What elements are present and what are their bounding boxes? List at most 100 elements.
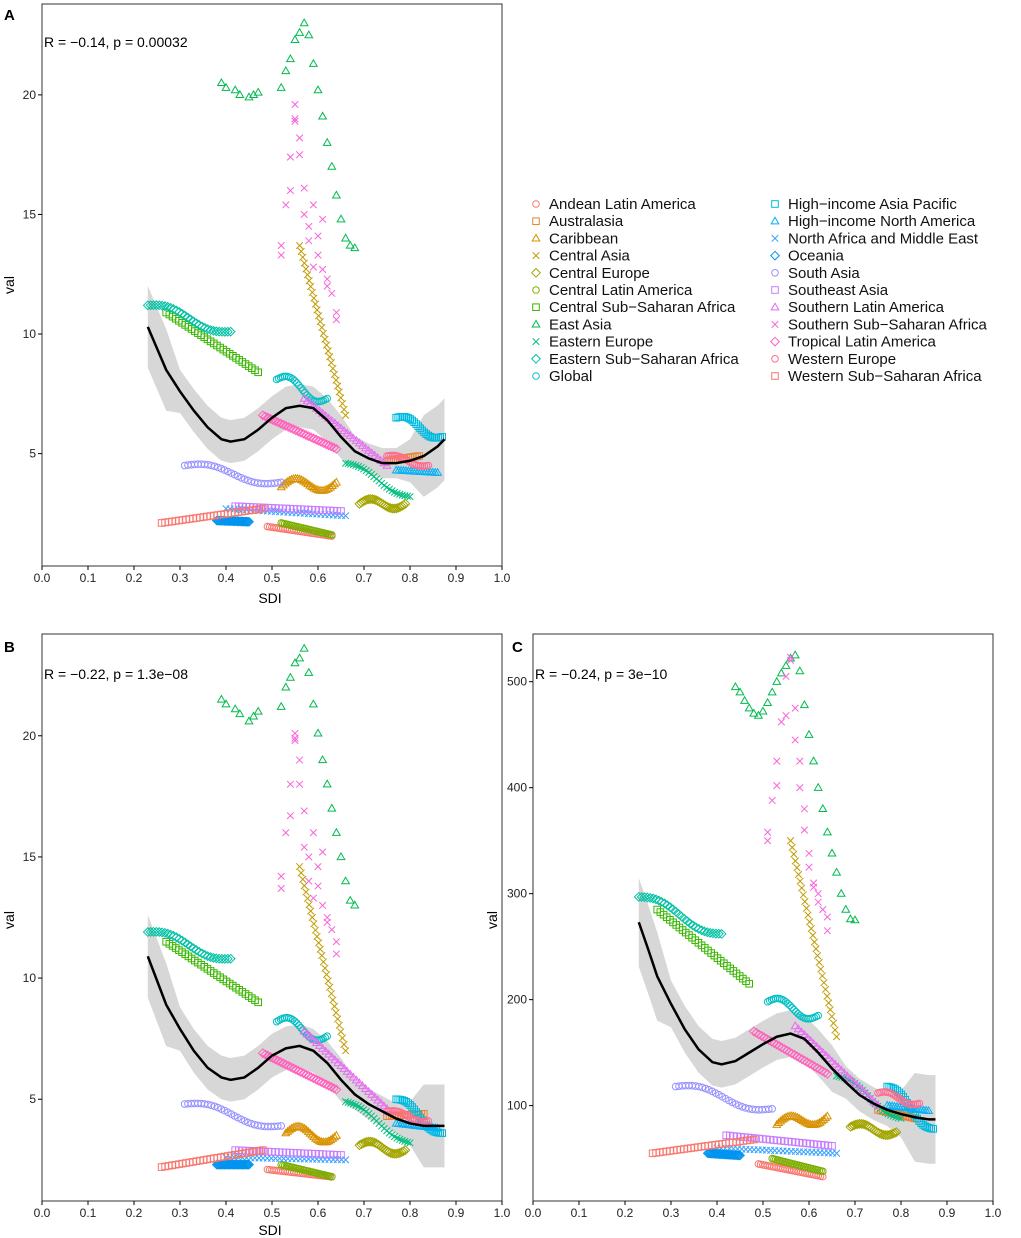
panel-a-point	[389, 503, 400, 514]
panel-c-point	[814, 1011, 823, 1020]
panel-b-point	[367, 1089, 377, 1098]
legend-item-western-sub-saharan-africa: Western Sub−Saharan Africa	[771, 368, 982, 385]
legend-label: Oceania	[788, 248, 845, 265]
panel-b-point	[329, 996, 337, 1004]
panel-c-point	[805, 918, 814, 926]
panel-a-point	[314, 312, 323, 320]
panel-c-point	[790, 1111, 801, 1121]
panel-a-point	[291, 377, 299, 385]
panel-a-point	[240, 475, 249, 484]
panel-c-point	[791, 704, 799, 712]
panel-a-xtick-label: 0.6	[310, 571, 327, 585]
panel-c-point	[845, 1121, 856, 1132]
panel-b-point	[204, 1100, 212, 1109]
panel-a-point	[286, 153, 295, 161]
panel-b-point	[340, 1040, 348, 1049]
panel-c-ylabel: val	[484, 911, 500, 929]
panel-c-point	[738, 1103, 747, 1111]
panel-a-point	[414, 422, 422, 431]
panel-b-point	[286, 780, 295, 788]
panel-c-point	[813, 782, 823, 791]
panel-a-point	[393, 489, 401, 498]
panel-a-point	[221, 82, 231, 91]
panel-a-point	[294, 474, 305, 483]
panel-b-point	[326, 1082, 337, 1093]
panel-b-point	[412, 1108, 420, 1116]
panel-a-point	[288, 375, 297, 383]
panel-c-point	[731, 1150, 742, 1161]
panel-c-point	[895, 1095, 904, 1103]
panel-c-point	[798, 884, 806, 892]
panel-c-point	[698, 1083, 707, 1092]
panel-b-point	[340, 876, 351, 885]
panel-c-point	[768, 796, 776, 805]
panel-a-point	[305, 480, 315, 489]
panel-b-point	[283, 1060, 294, 1071]
panel-b-point	[159, 927, 170, 938]
panel-a-point	[244, 516, 254, 527]
panel-a-point	[326, 441, 337, 452]
panel-b-point	[307, 907, 315, 915]
panel-a-point	[290, 425, 301, 436]
panel-b-point	[275, 1056, 286, 1067]
panel-c-point	[804, 1058, 815, 1069]
panel-a-series-caribbean	[276, 473, 342, 494]
panel-c-point	[805, 849, 813, 858]
panel-c-point	[814, 890, 822, 898]
panel-b-point	[349, 1100, 357, 1108]
panel-b-point	[314, 862, 322, 871]
panel-b-point	[308, 913, 316, 922]
panel-b-point	[356, 1139, 367, 1150]
panel-c-point	[788, 1003, 796, 1012]
panel-a-point	[202, 324, 213, 335]
panel-b-point	[300, 807, 308, 815]
panel-a-point	[244, 476, 252, 485]
panel-b-point	[309, 1132, 319, 1141]
panel-b-point	[321, 1046, 331, 1055]
panel-b-point	[317, 1043, 328, 1052]
panel-b-point	[309, 829, 318, 837]
panel-c-point	[805, 863, 813, 871]
panel-b-point	[401, 1137, 409, 1145]
panel-a-point	[321, 335, 329, 343]
panel-a-point	[300, 184, 308, 192]
panel-a-point	[396, 501, 407, 512]
legend-key-diamond	[770, 336, 780, 347]
panel-c-point	[861, 1088, 871, 1097]
panel-c-point	[823, 913, 832, 921]
legend-key-circle	[532, 372, 540, 380]
panel-c-point	[762, 697, 773, 707]
panel-c-point	[773, 757, 781, 765]
panel-c-point	[827, 1056, 837, 1065]
panel-a-point	[275, 418, 286, 429]
panel-a-point	[370, 450, 380, 459]
panel-a-point	[222, 326, 233, 337]
panel-b-point	[338, 1034, 347, 1042]
panel-c-series-central-sub-saharan-africa	[653, 905, 754, 988]
panel-a-point	[216, 77, 227, 87]
panel-b-point	[305, 1032, 315, 1041]
panel-c-series-southern-latin-america	[790, 1021, 883, 1109]
panel-a-point	[340, 405, 348, 414]
panel-b-point	[354, 1078, 365, 1087]
panel-c-point	[650, 894, 661, 905]
panel-c-point	[777, 718, 786, 726]
panel-b-point	[306, 1072, 317, 1083]
panel-a-point	[217, 464, 226, 473]
panel-b-point	[257, 1048, 268, 1059]
legend-key-x	[771, 320, 779, 329]
panel-a-series-central-sub-saharan-africa	[162, 308, 262, 377]
panel-a-point	[326, 353, 334, 361]
panel-b-point	[332, 950, 341, 958]
panel-a-point	[316, 318, 324, 326]
panel-b-xtick-label: 0.1	[80, 1206, 97, 1220]
panel-c-point	[798, 1116, 808, 1125]
panel-a-point	[293, 379, 301, 387]
panel-c-point	[808, 756, 819, 765]
panel-b-point	[323, 1080, 334, 1091]
panel-a-point	[331, 190, 342, 199]
panel-b-point	[276, 701, 286, 710]
panel-c-xtick-label: 0.1	[571, 1206, 588, 1220]
panel-b-point	[314, 939, 323, 947]
panel-b-point	[396, 1147, 407, 1158]
